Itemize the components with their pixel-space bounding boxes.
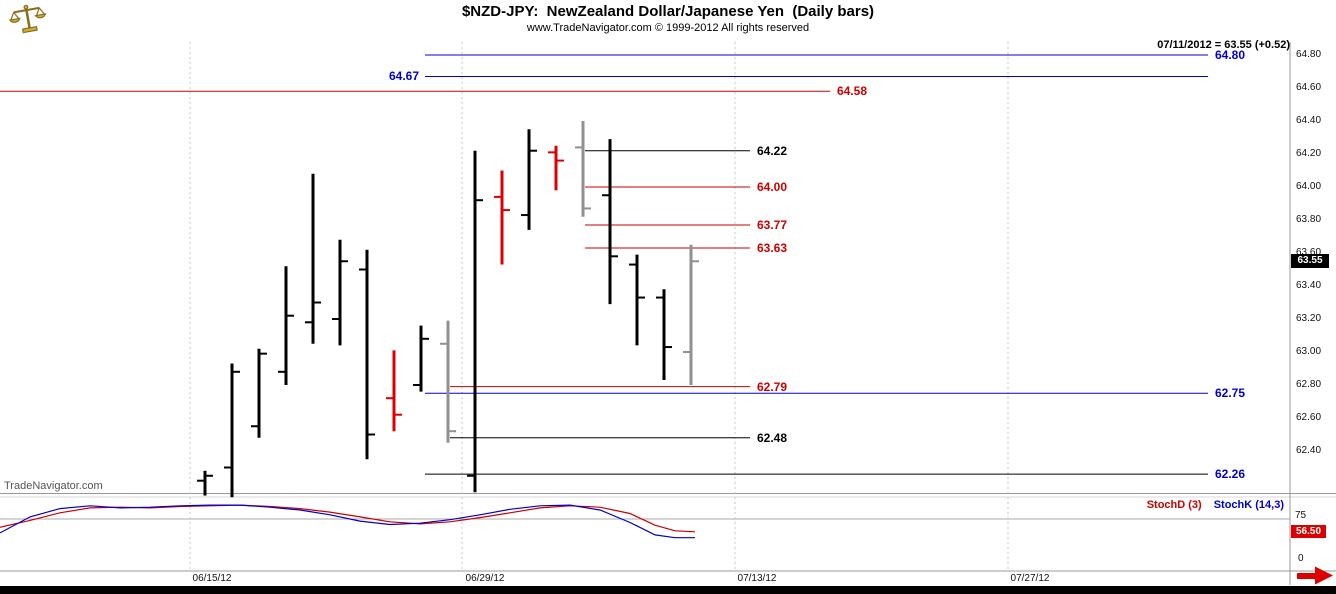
date-axis[interactable]: 06/15/12 06/29/12 07/13/12 07/27/12 (0, 572, 1290, 586)
level-label: 62.26 (1215, 467, 1246, 482)
level-label: 64.58 (837, 84, 868, 99)
date-label: 07/27/12 (1010, 573, 1050, 584)
level-label: 63.63 (757, 241, 788, 256)
price-axis-tick: 62.60 (1296, 412, 1322, 423)
scales-logo-icon (8, 4, 47, 34)
last-quote-readout: 07/11/2012 = 63.55 (+0.52) (1157, 39, 1290, 51)
stoch-upper-tick: 75 (1295, 510, 1307, 521)
date-label: 07/13/12 (737, 573, 777, 584)
level-label: 64.67 (388, 69, 419, 84)
price-axis-tick: 63.20 (1296, 313, 1322, 324)
level-label: 62.48 (757, 430, 788, 445)
price-axis-tick: 63.00 (1296, 346, 1322, 357)
price-axis-tick: 64.60 (1296, 82, 1322, 93)
date-label: 06/29/12 (465, 573, 505, 584)
stochk-line (0, 504, 695, 539)
watermark: TradeNavigator.com (4, 480, 103, 492)
chart-subtitle: www.TradeNavigator.com © 1999-2012 All r… (526, 22, 810, 34)
price-axis-tick: 64.80 (1296, 49, 1322, 60)
price-axis-tick: 64.40 (1296, 115, 1322, 126)
price-axis-tick: 63.60 (1296, 247, 1322, 258)
stoch-legend: StochD (3) StochK (14,3) (1147, 499, 1284, 511)
price-axis-tick: 64.00 (1296, 181, 1322, 192)
price-axis-tick: 63.40 (1296, 280, 1322, 291)
level-label: 64.80 (1215, 48, 1246, 62)
last-price-box: 63.55 (1291, 254, 1329, 269)
bottom-scrollbar[interactable] (0, 586, 1336, 594)
price-axis-tick: 62.80 (1296, 379, 1322, 390)
stochk-label: StochK (14,3) (1213, 499, 1284, 511)
price-axis-tick: 62.40 (1296, 445, 1322, 456)
chart-title: $NZD-JPY: NewZealand Dollar/Japanese Yen… (461, 3, 875, 20)
level-label: 63.77 (757, 217, 788, 232)
level-label: 64.22 (757, 143, 788, 158)
stoch-value-box: 56.50 (1291, 524, 1326, 538)
price-axis-tick: 63.80 (1296, 214, 1322, 225)
level-label: 62.79 (757, 379, 788, 394)
stochd-line (0, 504, 696, 533)
date-label: 06/15/12 (192, 573, 232, 584)
level-label: 64.00 (757, 180, 788, 194)
level-label: 62.75 (1215, 386, 1246, 401)
stoch-lower-tick: 0 (1298, 553, 1304, 564)
price-axis[interactable]: 64.80 64.60 64.40 64.20 64.00 63.80 63.60 63.40… (1290, 0, 1336, 586)
price-axis-tick: 64.20 (1296, 148, 1322, 159)
scroll-right-arrow-icon[interactable] (1297, 566, 1333, 585)
stochd-label: StochD (3) (1146, 499, 1202, 511)
